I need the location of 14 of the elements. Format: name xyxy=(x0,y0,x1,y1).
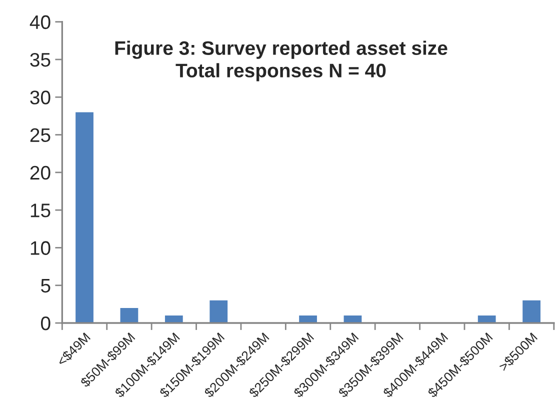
y-tick-label: 25 xyxy=(30,128,50,142)
y-tick-label: 30 xyxy=(30,90,50,104)
bar xyxy=(210,300,228,324)
y-tick-label: 35 xyxy=(30,52,50,67)
y-tick-label: 15 xyxy=(30,204,50,218)
bar xyxy=(522,300,540,324)
text: Figure 3: Survey reported asset size Total responses N = 40 xyxy=(115,40,448,82)
y-tick-label: 40 xyxy=(30,15,50,30)
y-tick-label: 0 xyxy=(40,316,50,330)
bar xyxy=(120,308,138,324)
bar xyxy=(76,112,94,324)
y-tick-label: 10 xyxy=(30,241,50,255)
y-tick-label: 20 xyxy=(30,166,50,180)
y-tick-label: 5 xyxy=(41,279,50,293)
